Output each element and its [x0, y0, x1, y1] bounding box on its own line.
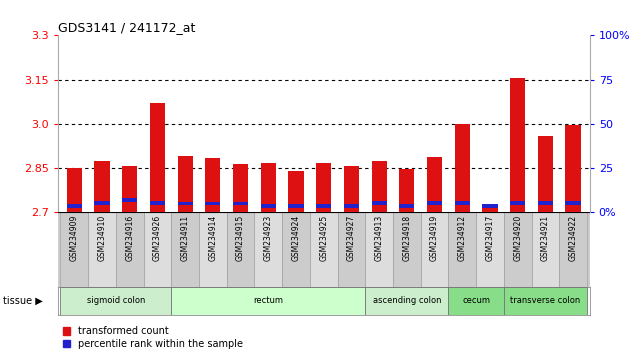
Bar: [316, 204, 331, 208]
Text: GSM234919: GSM234919: [430, 215, 439, 261]
Text: GSM234926: GSM234926: [153, 215, 162, 261]
Text: cecum: cecum: [462, 296, 490, 306]
Text: GSM234910: GSM234910: [97, 215, 106, 261]
Bar: [565, 125, 581, 212]
Bar: [94, 201, 110, 205]
Bar: [199, 212, 227, 287]
Text: ascending colon: ascending colon: [372, 296, 441, 306]
Bar: [316, 163, 331, 212]
Bar: [399, 204, 415, 208]
Bar: [510, 201, 525, 205]
Bar: [122, 166, 137, 212]
Bar: [261, 163, 276, 212]
Text: tissue ▶: tissue ▶: [3, 296, 43, 306]
Bar: [365, 287, 449, 315]
Bar: [344, 166, 359, 212]
Bar: [372, 161, 387, 212]
Bar: [538, 136, 553, 212]
Text: transverse colon: transverse colon: [510, 296, 581, 306]
Bar: [399, 169, 415, 212]
Text: GSM234915: GSM234915: [236, 215, 245, 261]
Bar: [449, 212, 476, 287]
Bar: [482, 204, 497, 208]
Bar: [233, 164, 248, 212]
Bar: [427, 157, 442, 212]
Bar: [282, 212, 310, 287]
Bar: [122, 198, 137, 202]
Bar: [178, 202, 193, 205]
Bar: [510, 78, 525, 212]
Text: GSM234923: GSM234923: [264, 215, 273, 261]
Text: GSM234911: GSM234911: [181, 215, 190, 261]
Bar: [531, 212, 559, 287]
Text: GSM234918: GSM234918: [403, 215, 412, 261]
Bar: [365, 212, 393, 287]
Bar: [150, 201, 165, 205]
Text: GSM234917: GSM234917: [485, 215, 494, 261]
Bar: [67, 204, 82, 208]
Bar: [116, 212, 144, 287]
Bar: [454, 201, 470, 205]
Bar: [449, 287, 504, 315]
Bar: [310, 212, 338, 287]
Text: GSM234916: GSM234916: [125, 215, 134, 261]
Bar: [344, 204, 359, 208]
Bar: [559, 212, 587, 287]
Text: GSM234920: GSM234920: [513, 215, 522, 261]
Bar: [94, 161, 110, 212]
Text: GSM234924: GSM234924: [292, 215, 301, 261]
Bar: [504, 212, 531, 287]
Bar: [60, 287, 171, 315]
Bar: [476, 212, 504, 287]
Bar: [565, 201, 581, 205]
Text: GSM234914: GSM234914: [208, 215, 217, 261]
Bar: [338, 212, 365, 287]
Bar: [372, 201, 387, 205]
Bar: [288, 171, 304, 212]
Bar: [393, 212, 420, 287]
Text: GSM234909: GSM234909: [70, 215, 79, 261]
Bar: [427, 201, 442, 205]
Bar: [144, 212, 171, 287]
Text: GSM234921: GSM234921: [541, 215, 550, 261]
Bar: [482, 204, 497, 212]
Bar: [171, 212, 199, 287]
Text: sigmoid colon: sigmoid colon: [87, 296, 145, 306]
Legend: transformed count, percentile rank within the sample: transformed count, percentile rank withi…: [63, 326, 243, 349]
Bar: [88, 212, 116, 287]
Bar: [150, 103, 165, 212]
Bar: [454, 124, 470, 212]
Bar: [233, 202, 248, 205]
Bar: [254, 212, 282, 287]
Bar: [420, 212, 449, 287]
Text: GSM234912: GSM234912: [458, 215, 467, 261]
Bar: [538, 201, 553, 205]
Text: GSM234913: GSM234913: [374, 215, 383, 261]
Bar: [171, 287, 365, 315]
Text: rectum: rectum: [253, 296, 283, 306]
Text: GDS3141 / 241172_at: GDS3141 / 241172_at: [58, 21, 195, 34]
Text: GSM234925: GSM234925: [319, 215, 328, 261]
Bar: [60, 212, 88, 287]
Text: GSM234922: GSM234922: [569, 215, 578, 261]
Bar: [205, 202, 221, 205]
Bar: [227, 212, 254, 287]
Bar: [261, 204, 276, 208]
Bar: [67, 168, 82, 212]
Text: GSM234927: GSM234927: [347, 215, 356, 261]
Bar: [178, 156, 193, 212]
Bar: [205, 158, 221, 212]
Bar: [504, 287, 587, 315]
Bar: [288, 204, 304, 208]
